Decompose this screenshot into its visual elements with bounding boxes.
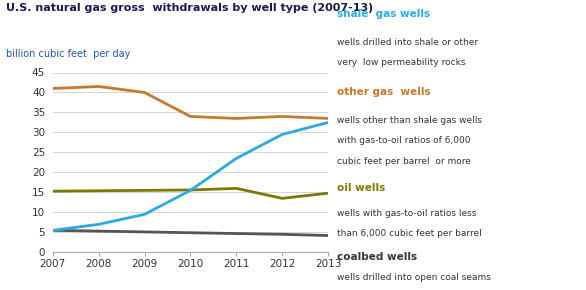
- Text: coalbed wells: coalbed wells: [337, 252, 417, 262]
- Text: wells with gas-to-oil ratios less: wells with gas-to-oil ratios less: [337, 209, 476, 218]
- Text: shale  gas wells: shale gas wells: [337, 9, 430, 19]
- Text: oil wells: oil wells: [337, 183, 385, 193]
- Text: with gas-to-oil ratios of 6,000: with gas-to-oil ratios of 6,000: [337, 136, 471, 145]
- Text: billion cubic feet  per day: billion cubic feet per day: [6, 49, 130, 59]
- Text: cubic feet per barrel  or more: cubic feet per barrel or more: [337, 157, 471, 166]
- Text: very  low permeability rocks: very low permeability rocks: [337, 58, 465, 67]
- Text: other gas  wells: other gas wells: [337, 87, 431, 97]
- Text: wells drilled into shale or other: wells drilled into shale or other: [337, 38, 478, 47]
- Text: than 6,000 cubic feet per barrel: than 6,000 cubic feet per barrel: [337, 229, 482, 238]
- Text: wells drilled into open coal seams: wells drilled into open coal seams: [337, 273, 491, 282]
- Text: wells other than shale gas wells: wells other than shale gas wells: [337, 116, 482, 125]
- Text: U.S. natural gas gross  withdrawals by well type (2007-13): U.S. natural gas gross withdrawals by we…: [6, 3, 373, 13]
